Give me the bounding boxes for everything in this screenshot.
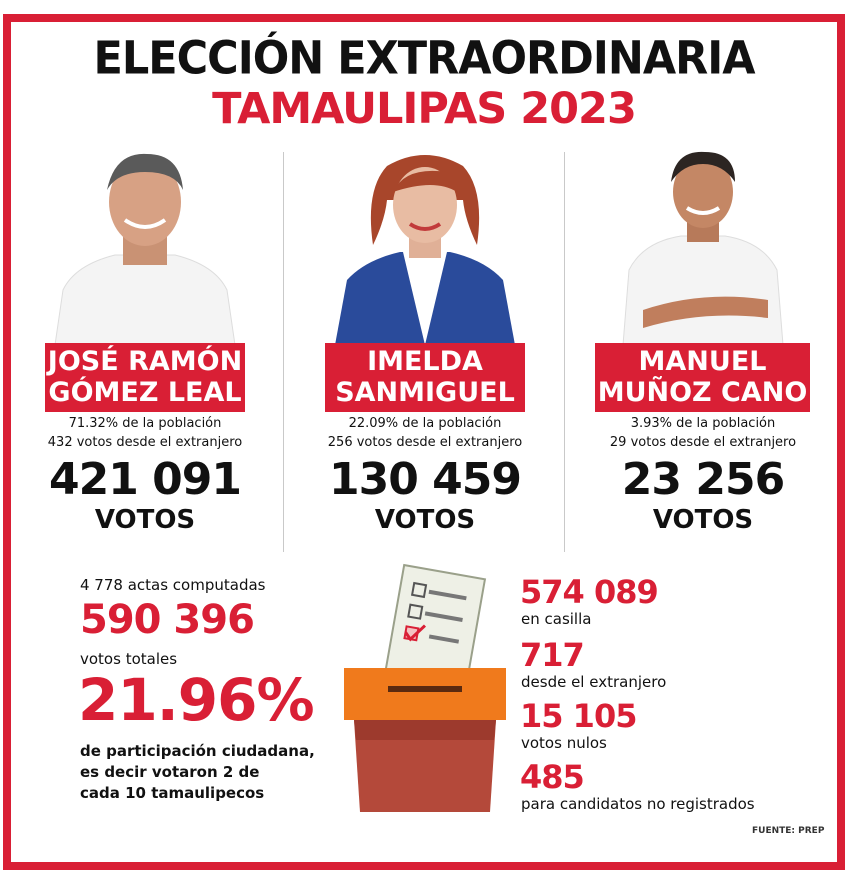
title-line-2: TAMAULIPAS 2023 [212,84,637,134]
candidate-photo-1 [54,153,236,345]
candidate-population-3: 3.93% de la población [630,416,776,431]
participation-text-1: de participación ciudadana, [80,742,315,760]
breakdown-value-4: 485 [520,758,585,796]
breakdown-value-1: 574 089 [520,573,659,611]
candidate-photo-2 [335,155,515,345]
candidate-votes-2: 130 459 [328,454,522,505]
candidate-votes-3: 23 256 [621,454,785,505]
total-votes-label: votos totales [80,650,178,668]
actas-computadas: 4 778 actas computadas [80,576,266,594]
candidate-abroad-3: 29 votos desde el extranjero [609,435,797,450]
candidate-votes-label-1: VOTOS [94,505,196,535]
candidate-abroad-2: 256 votos desde el extranjero [327,435,523,450]
breakdown-value-3: 15 105 [520,697,637,735]
column-divider [564,152,565,552]
candidate-name-3: MANUEL MUÑOZ CANO [595,343,810,412]
title-line-1: ELECCIÓN EXTRAORDINARIA [93,32,755,86]
source-note: FUENTE: PREP [752,826,825,836]
breakdown-label-4: para candidatos no registrados [521,795,755,813]
ballot-box-icon [344,563,506,812]
candidate-name-2: IMELDA SANMIGUEL [325,343,525,412]
breakdown-label-3: votos nulos [521,734,607,752]
candidate-population-2: 22.09% de la población [348,416,502,431]
candidate-population-1: 71.32% de la población [68,416,222,431]
candidate-votes-label-2: VOTOS [374,505,476,535]
participation-text-2: es decir votaron 2 de [80,763,260,781]
candidate-votes-label-3: VOTOS [652,505,754,535]
candidate-photo-3 [622,151,784,345]
candidate-votes-1: 421 091 [48,454,242,505]
total-votes: 590 396 [80,597,255,643]
participation-pct: 21.96% [78,666,315,734]
breakdown-value-2: 717 [520,636,585,674]
candidate-name-1: JOSÉ RAMÓN GÓMEZ LEAL [45,343,245,412]
participation-text-3: cada 10 tamaulipecos [80,784,265,802]
breakdown-label-1: en casilla [521,610,592,628]
column-divider [283,152,284,552]
candidate-abroad-1: 432 votos desde el extranjero [47,435,243,450]
breakdown-label-2: desde el extranjero [521,673,667,691]
